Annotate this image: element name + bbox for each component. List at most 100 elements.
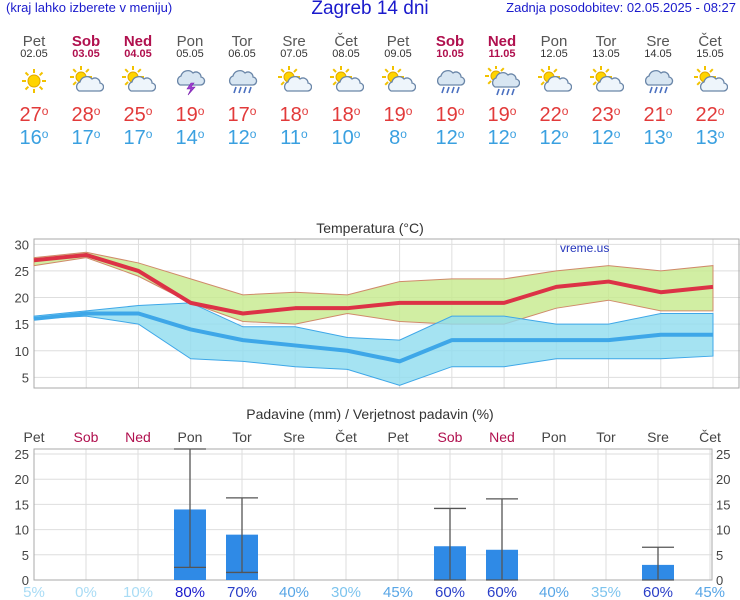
max-temperature: 18o [279,104,309,126]
weather-icon-slot [60,66,112,100]
plot-frame [33,238,740,389]
day-label: Sre [647,429,669,445]
day-name: Sob [435,33,465,50]
day-column: Ned 11.05 19o 12o [476,33,528,150]
precipitation-probability: 80% [175,584,205,600]
day-column: Pet 02.05 27o 16o [8,33,60,150]
y-tick-label: 10 [716,523,730,538]
precipitation-chart-title: Padavine (mm) / Verjetnost padavin (%) [246,406,493,422]
max-temperature: 23o [591,104,621,126]
rain-cloud-icon [436,70,466,94]
page-title: Zagreb 14 dni [311,0,429,19]
day-date: 07.05 [280,48,308,60]
day-name: Pet [386,33,410,50]
max-temperature: 19o [383,104,413,126]
day-column: Pon 12.05 22o 12o [528,33,580,150]
precipitation-probability: 60% [487,584,517,600]
error-bar [642,546,674,581]
day-column: Ned 04.05 25o 17o [112,33,164,150]
location-hint: (kraj lahko izberete v meniju) [6,0,173,15]
day-date: 15.05 [696,48,724,60]
y-tick-label: 15 [15,497,29,512]
temperature-chart-title: Temperatura (°C) [316,220,424,236]
weather-icon-slot [424,66,476,100]
day-column: Sre 07.05 18o 11o [268,33,320,150]
day-label: Čet [335,429,357,445]
day-label: Tor [596,429,616,445]
min-temperature: 17o [123,127,153,149]
min-temperature: 12o [227,127,257,149]
precipitation-probability: 30% [331,584,361,600]
day-label: Pet [387,429,408,445]
min-temperature: 14o [175,127,205,149]
thunderstorm-icon [176,70,206,96]
precipitation-probability: 60% [435,584,465,600]
day-date: 08.05 [332,48,360,60]
sun-cloud-icon [694,66,729,92]
y-tick-label: 10 [15,344,29,359]
weather-icon-slot [320,66,372,100]
y-tick-label: 15 [716,497,730,512]
y-tick-label: 5 [22,370,29,385]
weather-icon-slot [164,66,216,100]
day-label: Sob [438,429,463,445]
weather-icon-slot [632,66,684,100]
day-name: Pon [540,33,568,50]
y-tick-label: 10 [15,523,29,538]
max-temperature: 22o [539,104,569,126]
day-date: 03.05 [72,48,100,60]
precipitation-chart: Padavine (mm) / Verjetnost padavin (%) Pe… [15,406,731,600]
min-temperature: 12o [487,127,517,149]
day-date: 13.05 [592,48,620,60]
day-column: Sob 10.05 19o 12o [424,33,476,150]
day-column: Tor 13.05 23o 12o [580,33,632,150]
y-tick-label: 25 [15,447,29,462]
day-label: Ned [489,429,515,445]
weather-icon-slot [8,66,60,100]
y-tick-label: 0 [22,573,29,588]
day-column: Sob 03.05 28o 17o [60,33,112,150]
max-temperature: 19o [487,104,517,126]
y-tick-label: 20 [15,472,29,487]
sun-cloud-icon [538,66,573,92]
max-temperature: 19o [435,104,465,126]
day-name: Čet [334,33,358,50]
precipitation-probability: 40% [279,584,309,600]
day-column: Sre 14.05 21o 13o [632,33,684,150]
day-date: 05.05 [176,48,204,60]
day-column: Pet 09.05 19o 8o [372,33,424,150]
y-tick-label: 25 [716,447,730,462]
day-date: 04.05 [124,48,152,60]
day-name: Čet [698,33,722,50]
watermark: vreme.us [560,241,609,255]
min-temperature: 11o [280,127,308,149]
max-temperature: 25o [123,104,153,126]
max-temperature: 19o [175,104,205,126]
sun-rain-icon [485,65,521,96]
precipitation-probability: 60% [643,584,673,600]
y-tick-label: 25 [15,264,29,279]
day-name: Ned [123,33,153,50]
sun-cloud-icon [382,66,417,92]
weather-icon-slot [216,66,268,100]
precipitation-probability: 5% [23,584,45,600]
min-temperature: 12o [591,127,621,149]
weather-icon-slot [528,66,580,100]
y-tick-label: 15 [15,317,29,332]
precipitation-probability: 40% [539,584,569,600]
max-temperature: 21o [643,104,673,126]
day-name: Tor [595,33,617,50]
weather-icon-slot [684,66,736,100]
y-tick-label: 30 [15,237,29,252]
max-temperature: 28o [71,104,101,126]
day-date: 10.05 [436,48,464,60]
day-date: 09.05 [384,48,412,60]
y-tick-label: 5 [716,548,723,563]
weather-icon-slot [268,66,320,100]
last-update: Zadnja posodobitev: 02.05.2025 - 08:27 [506,0,736,15]
day-label: Tor [232,429,252,445]
min-temperature: 12o [539,127,569,149]
precipitation-probability: 45% [695,584,725,600]
weather-icon-slot [580,66,632,100]
min-temperature-line [33,311,713,364]
